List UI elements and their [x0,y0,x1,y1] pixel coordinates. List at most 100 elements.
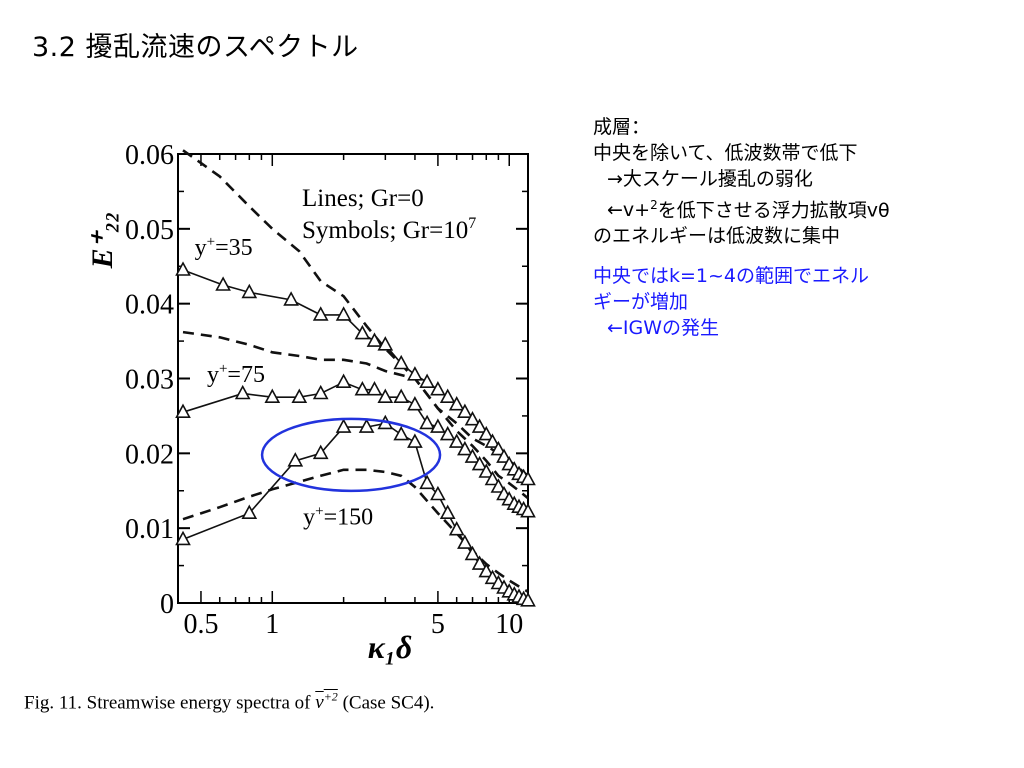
caption-suffix: (Case SC4). [337,692,435,714]
y-tick-label: 0 [160,589,174,620]
curve-label: y+=35 [195,234,253,261]
legend-line-2: Symbols; Gr=107 [302,215,476,244]
curve-label: y+=75 [207,361,265,388]
triangle-marker [287,452,304,467]
caption-var: v+2 [315,690,338,714]
notes-line-3: ←v+2を低下させる浮力拡散項vθ [593,192,1018,223]
curve-label-base: y [207,362,219,388]
triangle-marker [464,411,481,426]
triangle-marker [484,433,501,448]
notes-heading: 成層： [593,116,651,138]
curve-label-sup: + [219,361,227,377]
triangle-marker [419,373,435,388]
triangle-marker [448,521,465,536]
figure-caption: Fig. 11. Streamwise energy spectra of v+… [24,690,434,714]
triangle-marker [393,354,410,370]
series-line-solid [182,381,529,513]
triangle-marker [354,324,371,340]
triangle-marker [312,306,329,321]
annotations-group: y+=35y+=75y+=150 [195,234,442,530]
notes-line-3-sup: 2 [650,198,658,212]
triangle-marker [393,425,410,441]
triangle-marker [478,562,495,578]
y-tick-label: 0.03 [125,365,174,396]
triangle-marker [358,418,375,433]
triangle-marker [335,306,352,321]
x-tick-label: 10 [495,609,523,640]
triangle-marker [430,381,446,396]
legend-line-1: Lines; Gr=0 [302,185,424,212]
triangle-marker [366,332,383,347]
y-axis-label: E⁺₂₂ [86,212,119,270]
triangle-marker [490,440,507,456]
triangle-marker [241,283,258,299]
triangle-marker [520,470,536,486]
curve-label-rest: =150 [324,504,374,530]
curve-label-sup: + [207,234,215,250]
triangle-marker [430,418,446,433]
triangle-marker [448,433,465,448]
triangle-marker [464,448,481,463]
triangle-marker [407,433,423,448]
y-tick-label: 0.01 [125,514,174,545]
triangle-marker [471,418,488,433]
legend-line-2-main: Symbols; Gr=10 [302,217,468,244]
curve-label-base: y [195,235,207,261]
notes-line-3-suffix: を低下させる浮力拡散項vθ [657,199,890,222]
curve-label: y+=150 [303,503,373,530]
legend-line-2-sup: 7 [468,215,476,232]
triangle-marker [283,291,299,306]
triangle-marker [520,592,536,607]
series-group [175,149,536,607]
triangle-marker [241,504,258,519]
triangle-marker [520,503,536,518]
triangle-marker [407,396,423,411]
triangle-marker [430,485,446,501]
curve-label-rest: =35 [215,235,253,261]
x-axis-label: κ₁δ [368,629,413,665]
triangle-marker [464,545,481,561]
triangle-marker [393,388,410,403]
triangle-marker [419,474,435,490]
series-line-dashed [182,330,529,500]
triangle-marker [484,470,501,486]
notes-line-4: のエネルギーは低波数に集中 [593,225,841,248]
triangle-marker [215,276,231,291]
triangle-marker [496,448,512,463]
triangle-marker [448,396,465,411]
series-line-dashed [182,468,529,593]
triangle-marker [377,336,394,351]
triangle-marker [366,381,383,396]
triangle-marker [407,366,423,381]
triangle-marker [457,440,473,456]
triangle-marker [175,403,191,418]
curve-label-base: y [303,504,315,530]
x-tick-label: 5 [431,609,445,640]
notes-line-2: →大スケール擾乱の弱化 [607,168,813,190]
notes-blue-2: ギーが増加 [593,291,689,314]
notes-blue-1: 中央ではk=1~4の範囲でエネル [593,265,870,288]
ticks-group: 0 0.01 0.02 0.03 0.04 0.05 0.06 0.5 1 5 10 [125,140,528,640]
y-tick-label: 0.06 [125,140,174,171]
triangle-marker [471,555,488,570]
triangle-marker [478,425,495,441]
curve-label-sup: + [315,503,323,519]
x-tick-label: 1 [265,609,279,640]
caption-prefix: Fig. 11. Streamwise energy spectra of [24,692,316,714]
triangle-marker [457,403,473,418]
caption-var-letter: v [315,692,324,714]
triangle-marker [175,530,191,546]
triangle-marker [419,414,435,430]
notes-line-1: 中央を除いて、低波数帯で低下 [593,142,858,164]
triangle-marker [234,384,251,400]
x-tick-label: 0.5 [183,609,218,640]
triangle-marker [291,388,308,403]
triangle-marker [439,388,456,403]
notes-line-3-prefix: ←v+ [607,199,651,222]
curve-label-rest: =75 [227,362,265,388]
caption-var-sup: +2 [323,690,338,704]
y-tick-label: 0.04 [125,290,174,321]
notes-panel: 成層： 中央を除いて、低波数帯で低下 →大スケール擾乱の弱化 ←v+2を低下させ… [593,114,1018,341]
y-tick-label: 0.05 [125,215,174,246]
